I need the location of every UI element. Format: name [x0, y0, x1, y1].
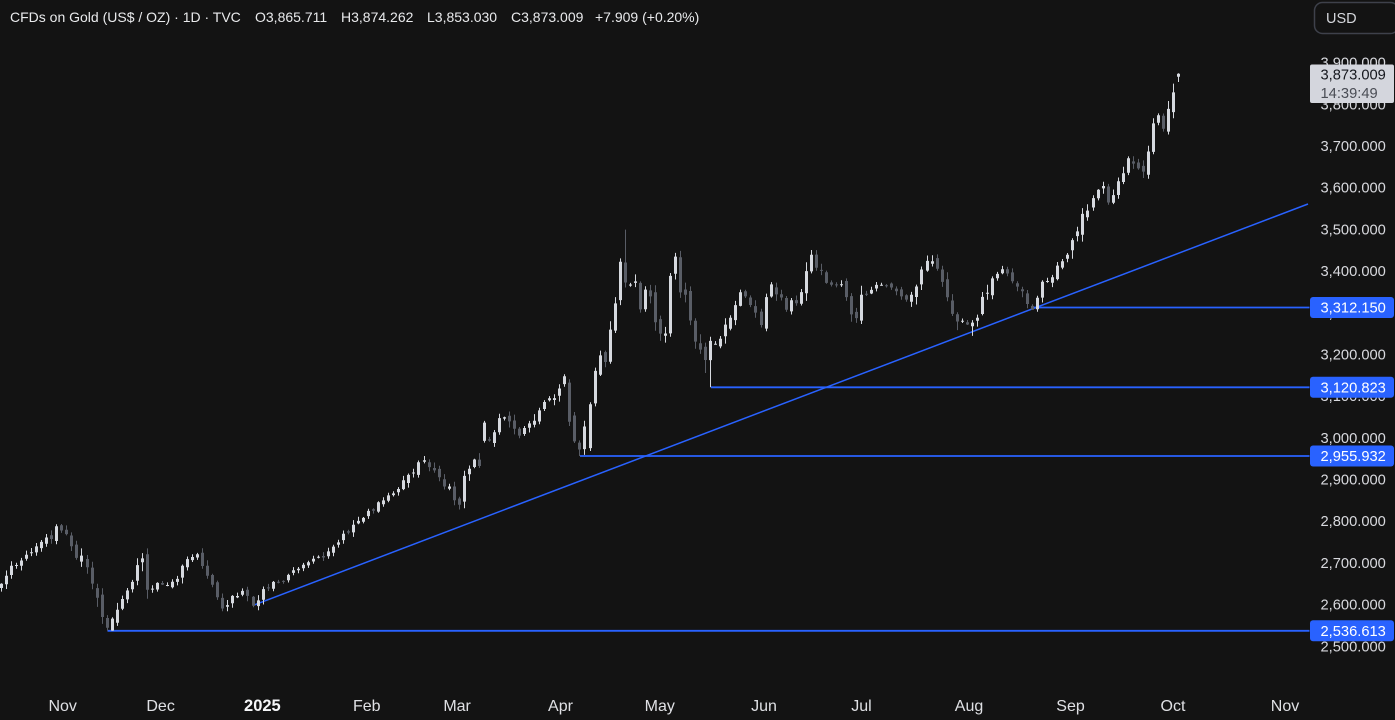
svg-text:CFDs on Gold (US$ / OZ) · 1D ·: CFDs on Gold (US$ / OZ) · 1D · TVC O3,865…: [10, 9, 699, 25]
svg-text:2,955.932: 2,955.932: [1321, 449, 1386, 465]
svg-text:2025: 2025: [244, 697, 281, 715]
svg-text:Mar: Mar: [443, 698, 471, 715]
svg-text:Feb: Feb: [353, 698, 381, 715]
svg-text:Oct: Oct: [1161, 698, 1186, 715]
svg-text:Nov: Nov: [1271, 698, 1299, 715]
svg-text:Apr: Apr: [548, 698, 574, 715]
svg-text:USD: USD: [1326, 11, 1357, 27]
svg-text:3,600.000: 3,600.000: [1321, 181, 1386, 197]
svg-text:2,500.000: 2,500.000: [1321, 639, 1386, 655]
svg-text:Aug: Aug: [955, 698, 983, 715]
svg-text:2,600.000: 2,600.000: [1321, 598, 1386, 614]
svg-text:Jun: Jun: [751, 698, 777, 715]
svg-text:2,800.000: 2,800.000: [1321, 514, 1386, 530]
svg-text:Sep: Sep: [1056, 698, 1085, 715]
svg-text:3,120.823: 3,120.823: [1321, 381, 1386, 397]
svg-text:Nov: Nov: [48, 698, 76, 715]
svg-text:3,500.000: 3,500.000: [1321, 222, 1386, 238]
svg-text:3,312.150: 3,312.150: [1321, 301, 1386, 317]
svg-text:2,700.000: 2,700.000: [1321, 556, 1386, 572]
svg-text:Dec: Dec: [146, 698, 174, 715]
svg-text:3,700.000: 3,700.000: [1321, 139, 1386, 155]
svg-text:Jul: Jul: [851, 698, 871, 715]
svg-text:3,873.009: 3,873.009: [1321, 68, 1386, 84]
svg-text:3,000.000: 3,000.000: [1321, 431, 1386, 447]
svg-text:2,900.000: 2,900.000: [1321, 473, 1386, 489]
svg-text:2,536.613: 2,536.613: [1321, 624, 1386, 640]
svg-text:May: May: [645, 698, 675, 715]
svg-text:3,400.000: 3,400.000: [1321, 264, 1386, 280]
svg-text:3,200.000: 3,200.000: [1321, 347, 1386, 363]
svg-text:14:39:49: 14:39:49: [1321, 86, 1378, 102]
